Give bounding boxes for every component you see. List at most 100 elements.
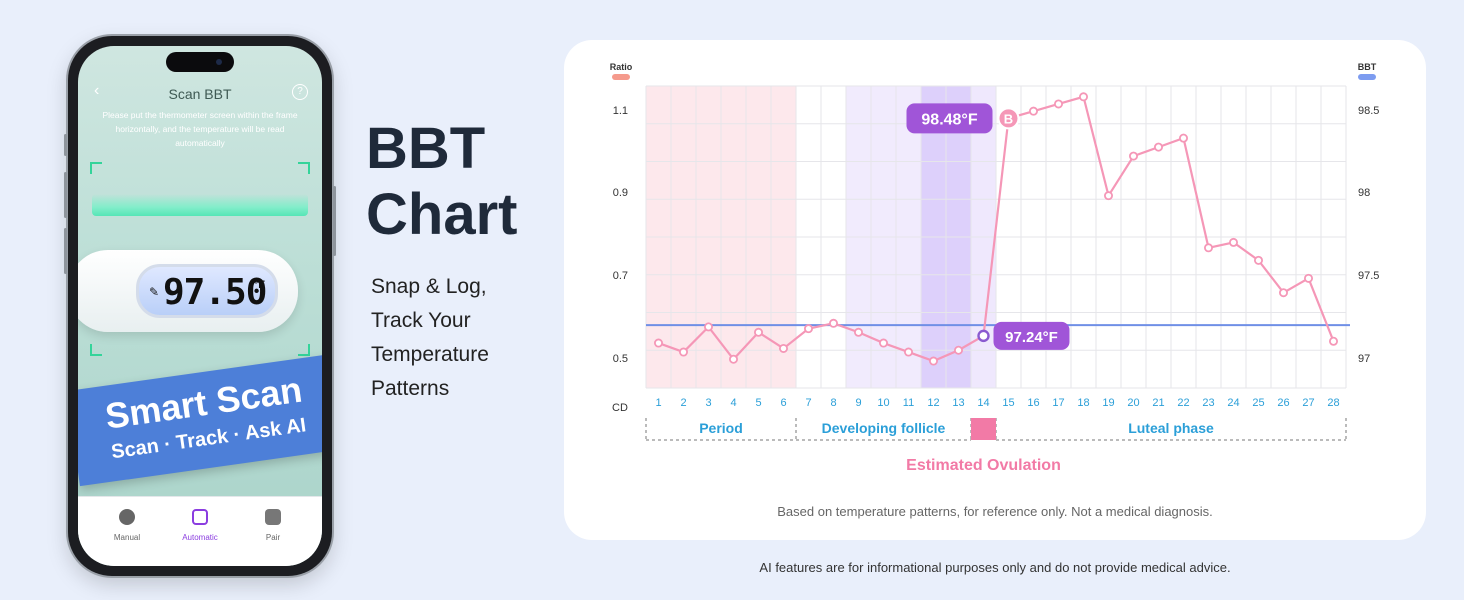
phone-volume-up: [64, 172, 67, 218]
bbt-chart-card: Ratio BBT 1.1 0.9 0.7 0.5 98.5 98 97.5 97 CD 1 2 3 4 5 6…: [564, 40, 1426, 540]
back-icon[interactable]: ‹: [94, 82, 100, 99]
x-axis-tick: 23: [1202, 397, 1214, 409]
right-axis-tick: 97.5: [1358, 270, 1379, 282]
ovulation-label: Estimated Ovulation: [906, 457, 1061, 474]
hero-title: BBT Chart: [366, 116, 517, 248]
bbt-data-point: [753, 327, 763, 337]
bbt-data-point: [878, 338, 888, 348]
bbt-data-point: [1129, 151, 1139, 161]
x-axis-tick: 24: [1227, 397, 1239, 409]
ovulation-day-marker: [971, 418, 996, 440]
phone-screen: ‹ Scan BBT ? Please put the thermometer …: [78, 46, 322, 566]
phase-label: Luteal phase: [1128, 420, 1214, 436]
thermometer-reading: 97.50: [163, 272, 267, 313]
temperature-annotation-bubble: [993, 321, 1070, 350]
x-axis-tick: 13: [952, 397, 964, 409]
ovulation-marker-letter: B: [1004, 111, 1013, 126]
x-axis-tick: 25: [1252, 397, 1264, 409]
bbt-data-point: [1104, 191, 1114, 201]
thermometer-unit: °F: [253, 279, 265, 291]
temperature-annotation-text: 98.48°F: [921, 111, 977, 128]
bbt-data-point: [1154, 142, 1164, 152]
hero-sub-line: Temperature: [371, 343, 489, 366]
temperature-annotation-bubble: [906, 103, 993, 134]
x-axis-tick: 1: [655, 397, 661, 409]
x-axis-tick: 2: [680, 397, 686, 409]
bbt-axis-label: BBT: [1358, 62, 1377, 72]
dynamic-island: [166, 52, 234, 72]
x-axis-tick: 8: [830, 397, 836, 409]
bbt-series-line: [658, 95, 1335, 363]
bbt-data-point: [803, 324, 813, 334]
x-axis-tick: 17: [1052, 397, 1064, 409]
tab-automatic[interactable]: Automatic: [165, 509, 235, 542]
scan-line: [92, 194, 308, 216]
bbt-data-point: [728, 354, 738, 364]
bbt-data-point: [654, 338, 664, 348]
right-axis-tick: 97: [1358, 353, 1370, 365]
bbt-data-point: [1279, 288, 1289, 298]
help-icon[interactable]: ?: [292, 84, 308, 100]
tab-pair[interactable]: Pair: [238, 509, 308, 542]
right-axis-tick: 98: [1358, 187, 1370, 199]
bbt-legend-swatch: [1358, 74, 1376, 80]
x-axis-tick: 19: [1102, 397, 1114, 409]
x-axis-tick: 4: [730, 397, 736, 409]
bbt-data-point: [903, 347, 913, 357]
bbt-data-point: [1229, 237, 1239, 247]
hero-sub-line: Track Your: [371, 309, 471, 332]
hero-subtitle: Snap & Log, Track Your Temperature Patte…: [371, 270, 489, 406]
tab-label: Manual: [113, 533, 141, 542]
left-axis-tick: 0.5: [613, 353, 628, 365]
x-axis-tick: 27: [1302, 397, 1314, 409]
pencil-icon: ✎: [149, 285, 160, 299]
bbt-data-point: [1028, 106, 1038, 116]
x-axis-tick: 11: [903, 397, 914, 409]
bbt-data-point: [853, 327, 863, 337]
bbt-data-point: [1204, 243, 1214, 253]
phase-label: Developing follicle: [822, 420, 946, 436]
scan-instructions: Please put the thermometer screen within…: [102, 110, 298, 148]
bluetooth-icon: [265, 509, 281, 525]
tab-manual[interactable]: Manual: [92, 509, 162, 542]
bbt-data-point: [703, 322, 713, 332]
right-axis-tick: 98.5: [1358, 105, 1379, 117]
bottom-tab-bar: Manual Automatic Pair: [78, 496, 322, 566]
hero-title-line: BBT: [366, 116, 486, 181]
scan-frame-corner: [90, 344, 102, 356]
scan-title: Scan BBT: [168, 86, 232, 102]
bbt-data-point: [928, 356, 938, 366]
tab-label: Pair: [265, 533, 281, 542]
x-axis-tick: 14: [977, 397, 989, 409]
bbt-data-point: [828, 318, 838, 328]
x-axis-tick: 3: [705, 397, 711, 409]
chart-disclaimer: Based on temperature patterns, for refer…: [777, 504, 1213, 519]
scan-frame-corner: [90, 162, 102, 174]
x-axis-tick: 16: [1027, 397, 1039, 409]
temperature-annotation-text: 97.24°F: [1005, 329, 1058, 346]
hero-title-line: Chart: [366, 182, 518, 247]
x-axis-tick: 10: [877, 397, 889, 409]
bbt-data-point: [1079, 92, 1089, 102]
bbt-data-point: [1329, 336, 1339, 346]
x-axis-tick: 20: [1127, 397, 1139, 409]
x-axis-tick: 7: [805, 397, 811, 409]
phone-power-button: [333, 186, 336, 256]
left-axis-tick: 0.9: [613, 187, 628, 199]
tab-label: Automatic: [182, 533, 218, 542]
scan-frame-corner: [298, 344, 310, 356]
x-axis-tick: 26: [1277, 397, 1289, 409]
camera-icon: [216, 59, 222, 65]
ratio-axis-label: Ratio: [610, 62, 633, 72]
phone-mockup: ‹ Scan BBT ? Please put the thermometer …: [64, 36, 336, 576]
ratio-legend-swatch: [612, 74, 630, 80]
ovulation-marker-badge: [997, 107, 1020, 130]
bbt-data-point: [1053, 99, 1063, 109]
x-axis-tick: 12: [927, 397, 939, 409]
bbt-data-point: [778, 343, 788, 353]
x-axis-tick: 21: [1152, 397, 1164, 409]
hero-sub-line: Patterns: [371, 377, 450, 400]
bbt-data-point: [1304, 273, 1314, 283]
thermometer-display: ✎ 97.50 °F: [136, 264, 278, 318]
